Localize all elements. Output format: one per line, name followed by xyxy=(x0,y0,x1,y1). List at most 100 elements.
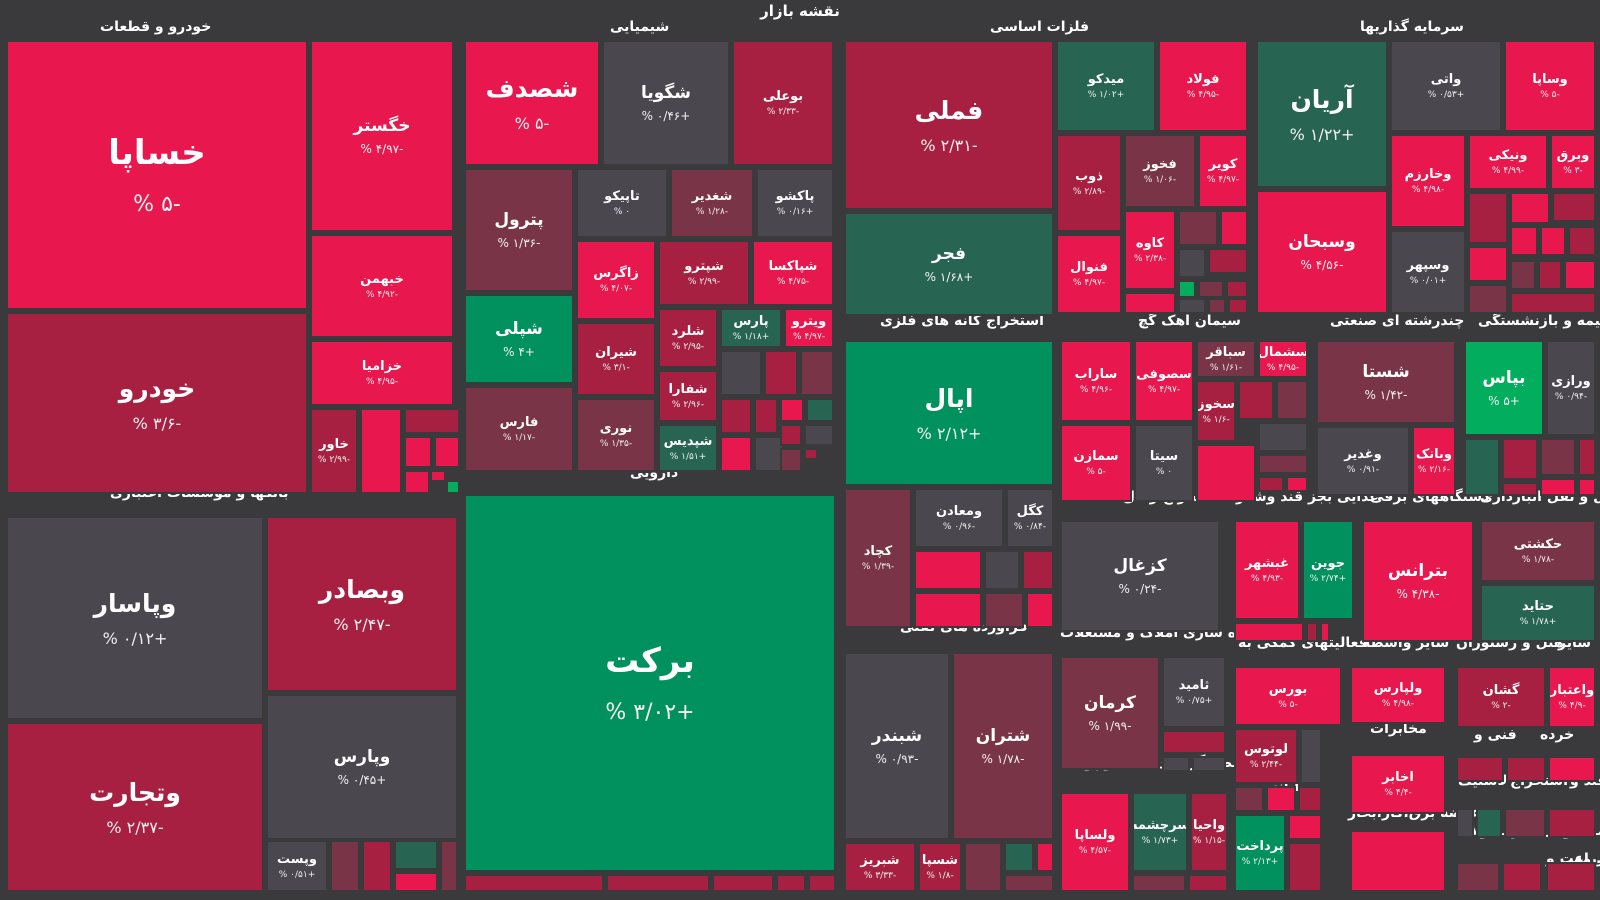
stock-tile-khzamia[interactable]: خزامیا -۴/۹۵ % xyxy=(310,340,454,406)
stock-tile-vpest[interactable]: وپست +۰/۵۱ % xyxy=(266,840,328,892)
stock-tile-kezghal[interactable]: کزغال -۰/۲۴ % xyxy=(1060,520,1220,632)
stock-tile-small[interactable] xyxy=(800,350,834,396)
stock-tile-small[interactable] xyxy=(440,840,458,892)
stock-tile-small[interactable] xyxy=(1456,808,1474,838)
stock-tile-vsalpa[interactable]: ولساپا -۴/۵۷ % xyxy=(1060,792,1130,892)
stock-tile-vati[interactable]: واتی +۰/۵۳ % xyxy=(1390,40,1502,132)
stock-tile-small[interactable] xyxy=(776,874,806,892)
stock-tile-khbahman[interactable]: خبهمن -۴/۹۲ % xyxy=(310,234,454,338)
stock-tile-small[interactable] xyxy=(914,592,982,628)
stock-tile-small[interactable] xyxy=(1132,874,1186,892)
stock-tile-barkat[interactable]: برکت +۳/۰۲ % xyxy=(464,494,836,872)
stock-tile-small[interactable] xyxy=(1456,756,1504,782)
stock-tile-small[interactable] xyxy=(1510,192,1550,224)
stock-tile-small[interactable] xyxy=(1286,476,1308,492)
stock-tile-small[interactable] xyxy=(1026,592,1054,628)
stock-tile-booali[interactable]: بوعلی -۲/۳۳ % xyxy=(732,40,834,166)
stock-tile-small[interactable] xyxy=(434,436,460,468)
stock-tile-small[interactable] xyxy=(362,840,392,892)
stock-tile-pakshoo[interactable]: پاکشو +۰/۱۶ % xyxy=(756,168,834,238)
stock-tile-small[interactable] xyxy=(1464,438,1500,496)
stock-tile-small[interactable] xyxy=(1162,730,1226,754)
stock-tile-small[interactable] xyxy=(1502,438,1538,480)
stock-tile-khgostar[interactable]: خگستر -۴/۹۷ % xyxy=(310,40,454,232)
stock-tile-small[interactable] xyxy=(720,436,752,472)
stock-tile-small[interactable] xyxy=(1234,622,1304,642)
stock-tile-small[interactable] xyxy=(464,874,604,892)
stock-tile-pars_chem[interactable]: پارس +۱/۱۸ % xyxy=(720,308,782,348)
stock-tile-vbsader[interactable]: وبصادر -۲/۴۷ % xyxy=(266,516,458,692)
stock-tile-noori[interactable]: نوری -۱/۳۵ % xyxy=(576,398,656,472)
stock-tile-shapli[interactable]: شپلی +۴ % xyxy=(464,294,574,384)
stock-tile-small[interactable] xyxy=(330,840,360,892)
stock-tile-small[interactable] xyxy=(1222,520,1226,632)
stock-tile-small[interactable] xyxy=(806,398,834,422)
stock-tile-small[interactable] xyxy=(1548,756,1596,782)
stock-tile-small[interactable] xyxy=(1476,808,1502,838)
stock-tile-fajr[interactable]: فجر +۱/۶۸ % xyxy=(844,212,1054,316)
stock-tile-fkhooz[interactable]: فخوز -۱/۰۶ % xyxy=(1124,134,1196,208)
stock-tile-vniki[interactable]: ونیکی -۴/۹۹ % xyxy=(1468,134,1548,190)
stock-tile-small[interactable] xyxy=(1178,210,1218,246)
stock-tile-small[interactable] xyxy=(1124,292,1176,314)
stock-tile-small[interactable] xyxy=(1510,226,1538,256)
stock-tile-sarab[interactable]: ساراب -۴/۹۶ % xyxy=(1060,340,1132,422)
stock-tile-small[interactable] xyxy=(804,424,834,446)
stock-tile-shtran[interactable]: شتران -۱/۷۸ % xyxy=(952,652,1054,840)
stock-tile-small[interactable] xyxy=(404,436,432,468)
stock-tile-small[interactable] xyxy=(1258,454,1308,474)
stock-tile-vrazi[interactable]: ورازی -۰/۹۴ % xyxy=(1546,340,1596,436)
stock-tile-tamid[interactable]: ثامید +۰/۷۵ % xyxy=(1162,656,1226,728)
stock-tile-small[interactable] xyxy=(1036,842,1054,872)
stock-tile-small[interactable] xyxy=(1510,292,1596,314)
stock-tile-htaid[interactable]: حتاید +۱/۷۸ % xyxy=(1480,584,1596,642)
stock-tile-small[interactable] xyxy=(780,424,802,446)
stock-tile-small[interactable] xyxy=(780,398,804,422)
stock-tile-small[interactable] xyxy=(1540,478,1576,496)
stock-tile-small[interactable] xyxy=(446,480,460,494)
stock-tile-small[interactable] xyxy=(1178,248,1206,278)
stock-tile-small[interactable] xyxy=(1226,280,1248,298)
stock-tile-samazan[interactable]: سمازن -۵ % xyxy=(1060,424,1132,502)
stock-tile-small[interactable] xyxy=(1276,380,1308,420)
stock-tile-petrol[interactable]: پترول -۱/۳۶ % xyxy=(464,168,574,292)
stock-tile-small[interactable] xyxy=(430,470,446,482)
stock-tile-small[interactable] xyxy=(1196,444,1256,502)
stock-tile-shafa[interactable]: شفارا -۲/۹۶ % xyxy=(658,370,718,422)
stock-tile-small[interactable] xyxy=(1004,842,1034,872)
stock-tile-sita[interactable]: سیتا ۰ % xyxy=(1134,424,1194,502)
stock-tile-vahya[interactable]: واحیا -۱/۱۵ % xyxy=(1190,792,1228,872)
stock-tile-ghshahr[interactable]: غبشهر -۴/۹۳ % xyxy=(1234,520,1300,620)
stock-tile-small[interactable] xyxy=(804,448,818,460)
stock-tile-small[interactable] xyxy=(1298,786,1322,812)
stock-tile-small[interactable] xyxy=(754,398,778,434)
stock-tile-small[interactable] xyxy=(964,842,1002,892)
stock-tile-fars[interactable]: فارس -۱/۱۷ % xyxy=(464,386,574,472)
stock-tile-small[interactable] xyxy=(1502,862,1542,892)
stock-tile-small[interactable] xyxy=(1468,246,1508,282)
stock-tile-small[interactable] xyxy=(1578,438,1596,476)
stock-tile-sarcheshmeh[interactable]: سرچشمه +۱/۷۳ % xyxy=(1132,792,1188,872)
stock-tile-akhabar[interactable]: اخابر -۴/۴ % xyxy=(1350,754,1446,814)
stock-tile-vpasar[interactable]: وپاسار +۰/۱۲ % xyxy=(6,516,264,720)
stock-tile-midko[interactable]: میدکو +۱/۰۲ % xyxy=(1056,40,1156,132)
stock-tile-small[interactable] xyxy=(780,448,802,472)
stock-tile-small[interactable] xyxy=(404,470,430,494)
stock-tile-small[interactable] xyxy=(394,840,438,870)
stock-tile-small[interactable] xyxy=(1306,622,1318,642)
stock-tile-small[interactable] xyxy=(1540,226,1566,256)
stock-tile-small[interactable] xyxy=(1300,728,1322,784)
stock-tile-small[interactable] xyxy=(404,408,460,434)
stock-tile-fanoval[interactable]: فنوال -۴/۹۷ % xyxy=(1056,234,1122,314)
stock-tile-shiran[interactable]: شیران -۳/۱ % xyxy=(576,322,656,396)
stock-tile-small[interactable] xyxy=(1564,260,1596,290)
stock-tile-small[interactable] xyxy=(1198,280,1224,298)
stock-tile-vetebar[interactable]: واعتبار -۴/۹ % xyxy=(1548,666,1596,728)
stock-tile-vbargh[interactable]: وبرق -۳ % xyxy=(1550,134,1596,190)
stock-tile-small[interactable] xyxy=(1568,226,1596,256)
stock-tile-small[interactable] xyxy=(1208,248,1248,274)
stock-tile-kavir[interactable]: کویر -۴/۹۷ % xyxy=(1198,134,1248,208)
stock-tile-small[interactable] xyxy=(984,550,1020,590)
stock-tile-vitro[interactable]: ویترو -۴/۹۷ % xyxy=(784,308,834,348)
stock-tile-small[interactable] xyxy=(914,550,982,590)
